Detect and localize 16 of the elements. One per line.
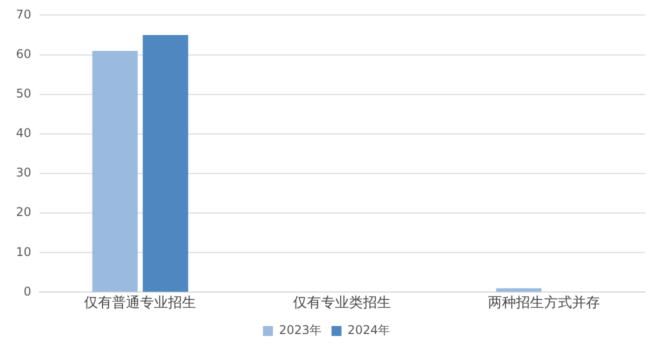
y-tick-label: 30 [16,166,32,180]
legend-label: 2023年 [278,323,322,338]
bar [142,34,188,292]
y-tick-label: 60 [16,46,32,61]
y-tick-label: 20 [16,205,32,220]
y-tick-label: 70 [16,7,32,22]
x-tick-label: 仅有普通专业招生 [84,294,196,312]
y-tick-label: 40 [16,126,32,140]
y-tick-label: 50 [16,86,32,100]
y-tick-label: 0 [24,284,32,298]
y-tick-label: 10 [16,244,32,259]
x-tick-label: 两种招生方式并存 [488,295,600,312]
bar [92,50,138,292]
x-tick-label: 仅有专业类招生 [293,295,392,312]
bar [496,288,542,292]
legend-label: 2024年 [348,323,390,338]
